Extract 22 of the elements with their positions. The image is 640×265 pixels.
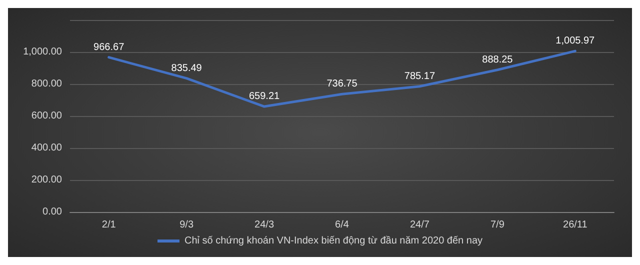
x-tick-label: 6/4 <box>335 220 350 230</box>
x-tick-label: 7/9 <box>490 220 505 230</box>
x-tick-label: 24/3 <box>254 220 274 230</box>
y-tick-label: 0.00 <box>42 206 62 218</box>
x-tick-label: 9/3 <box>180 220 194 230</box>
legend-label: Chỉ số chứng khoán VN-Index biến động từ đầu năm 2020 đến nay <box>184 236 483 246</box>
data-label: 888.25 <box>482 54 514 66</box>
data-label: 966.67 <box>94 42 125 53</box>
x-tick-label: 26/11 <box>562 220 588 230</box>
data-label: 835.49 <box>171 62 202 74</box>
data-label: 736.75 <box>326 78 358 90</box>
y-tick-label: 1,000.00 <box>23 46 62 58</box>
data-label: 659.21 <box>248 91 280 102</box>
y-tick-label: 200.00 <box>31 174 62 186</box>
x-tick-label: 2/1 <box>102 220 116 230</box>
y-tick-label: 800.00 <box>31 78 62 90</box>
data-label: 1,005.97 <box>556 36 596 47</box>
y-tick-label: 600.00 <box>31 110 62 122</box>
x-tick-label: 24/7 <box>410 220 430 230</box>
line-series <box>108 50 576 108</box>
y-tick-label: 400.00 <box>31 142 62 154</box>
data-label: 785.17 <box>404 70 436 82</box>
